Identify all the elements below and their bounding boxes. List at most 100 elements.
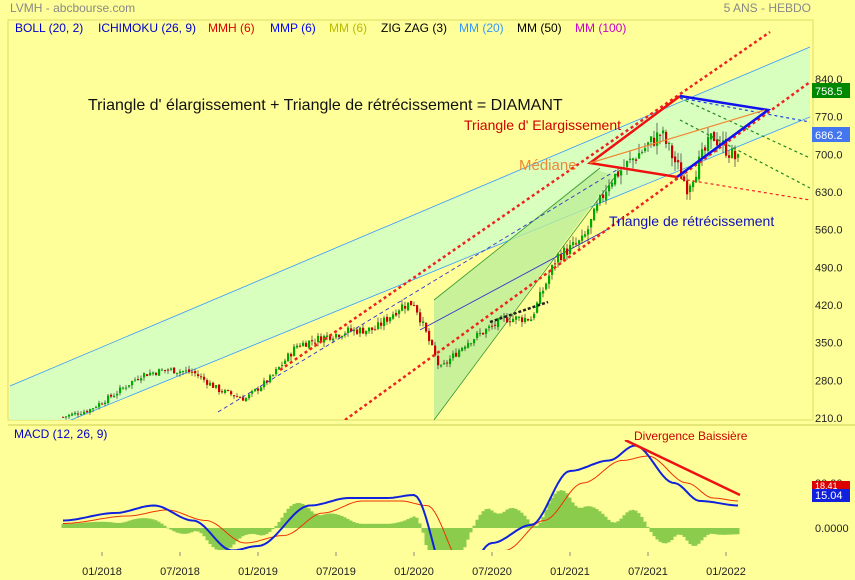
candle-body <box>284 360 287 365</box>
macd-histogram-bar <box>397 522 401 528</box>
macd-histogram-bar <box>454 528 458 550</box>
candle-body <box>578 240 581 244</box>
candle-body <box>386 316 389 322</box>
high-price-flag <box>812 83 850 98</box>
candle-body <box>464 346 467 349</box>
candle-body <box>299 345 302 347</box>
candle-body <box>629 158 632 160</box>
candle-body <box>125 387 128 389</box>
macd-histogram-bar <box>133 519 137 528</box>
candle-body <box>68 414 71 417</box>
candle-body <box>245 398 248 402</box>
candle-body <box>206 380 209 385</box>
price-tick-label: 700.0 <box>815 149 843 161</box>
candle-body <box>509 321 512 323</box>
macd-histogram-bar <box>694 528 698 546</box>
macd-histogram-bar <box>496 513 500 528</box>
candle-body <box>617 171 620 177</box>
candle-body <box>62 416 65 418</box>
macd-histogram-bar <box>613 522 617 528</box>
macd-histogram-bar <box>115 522 119 528</box>
candle-body <box>215 385 218 388</box>
candle-body <box>395 312 398 316</box>
macd-histogram-bar <box>61 523 65 528</box>
candle-body <box>113 395 116 398</box>
macd-red-flag <box>812 481 850 491</box>
narrowing-triangle <box>676 94 772 179</box>
candle-body <box>587 229 590 235</box>
candle-body <box>662 130 665 134</box>
indicator-legend: BOLL (20, 2) ICHIMOKU (26, 9) MMH (6) MMP (… <box>15 21 626 35</box>
candle-body <box>275 369 278 375</box>
macd-histogram-bar <box>541 517 545 528</box>
indicator-legend-item: ZIG ZAG (3) <box>381 21 447 35</box>
trend-channel-upper <box>433 167 601 301</box>
candle-body <box>680 162 683 179</box>
candle-body <box>512 318 515 322</box>
candle-body <box>302 342 305 347</box>
candle-body <box>347 327 350 334</box>
macd-histogram-bar <box>646 526 650 528</box>
macd-histogram-bar <box>172 528 176 532</box>
candle-body <box>455 352 458 357</box>
candle-body <box>515 316 518 320</box>
candles-group <box>62 122 740 420</box>
price-tick-label: 770.0 <box>815 112 843 124</box>
candle-body <box>449 358 452 364</box>
macd-histogram-bar <box>262 528 266 536</box>
candle-body <box>494 324 497 326</box>
macd-histogram-bar <box>526 519 530 528</box>
candle-body <box>254 388 257 392</box>
macd-histogram-bar <box>130 519 134 528</box>
candle-body <box>248 394 251 399</box>
macd-histogram-bar <box>319 515 323 528</box>
candle-body <box>716 139 719 146</box>
candle-body <box>392 314 395 319</box>
price-tick-label: 630.0 <box>815 187 843 199</box>
macd-histogram-bar <box>457 528 461 550</box>
macd-histogram-bar <box>238 528 242 539</box>
macd-histogram-bar <box>205 528 209 541</box>
candle-body <box>590 219 593 228</box>
macd-histogram-bar <box>634 510 638 528</box>
macd-histogram-bar <box>190 528 194 533</box>
price-tick-label: 350.0 <box>815 338 843 350</box>
candle-body <box>686 180 689 195</box>
macd-histogram-bar <box>67 523 71 528</box>
divergence-label: Divergence Baissière <box>634 429 748 443</box>
macd-histogram-bar <box>298 503 302 528</box>
macd-histogram-bar <box>517 510 521 528</box>
ticker-label: LVMH - abcbourse.com <box>10 1 135 15</box>
candle-body <box>230 391 233 395</box>
macd-histogram-bar <box>340 515 344 528</box>
candle-body <box>311 340 314 342</box>
macd-histogram-bar <box>391 523 395 528</box>
candle-body <box>539 292 542 304</box>
macd-histogram <box>61 490 740 550</box>
candle-body <box>146 374 149 377</box>
macd-histogram-bar <box>559 490 563 528</box>
candle-body <box>434 345 437 356</box>
blue-dashed-projection <box>679 97 811 123</box>
macd-histogram-bar <box>712 528 716 535</box>
price-tick-label: 210.0 <box>815 413 843 425</box>
macd-histogram-bar <box>328 513 332 528</box>
channel-upper-line <box>9 46 811 387</box>
macd-histogram-bar <box>715 528 719 535</box>
candle-body <box>92 408 95 410</box>
candle-body <box>104 402 107 405</box>
macd-histogram-bar <box>706 528 710 535</box>
candle-body <box>488 326 491 328</box>
candle-body <box>692 181 695 188</box>
candle-body <box>485 329 488 334</box>
candle-body <box>659 134 662 136</box>
macd-histogram-bar <box>169 528 173 530</box>
candle-body <box>446 362 449 364</box>
price-tick-label: 280.0 <box>815 375 843 387</box>
macd-histogram-bar <box>199 528 203 534</box>
candle-body <box>95 407 98 409</box>
candle-body <box>491 325 494 327</box>
candle-body <box>476 332 479 338</box>
macd-histogram-bar <box>202 528 206 537</box>
macd-histogram-bar <box>187 528 191 534</box>
